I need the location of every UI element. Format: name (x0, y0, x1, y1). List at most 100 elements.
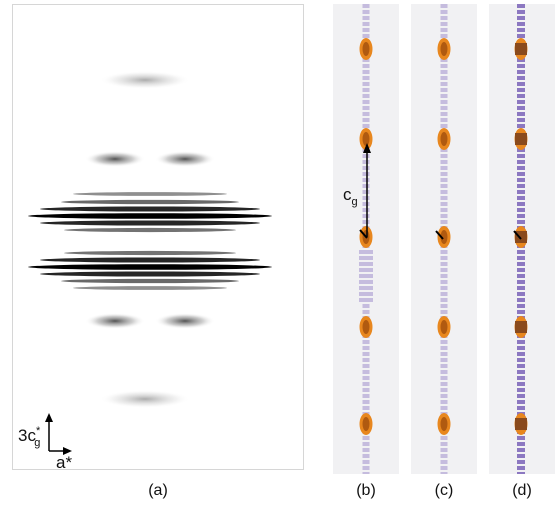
density-segment (517, 70, 525, 74)
spot-core (515, 231, 527, 243)
density-segment (362, 304, 370, 308)
density-segment (440, 100, 448, 104)
density-segment (362, 106, 370, 110)
density-segment (362, 358, 370, 362)
density-segment (517, 262, 525, 266)
density-segment (440, 64, 448, 68)
density-segment (440, 88, 448, 92)
density-segment (517, 16, 525, 20)
density-segment (440, 460, 448, 464)
density-segment (440, 448, 448, 452)
density-segment (517, 274, 525, 278)
density-segment (359, 286, 373, 290)
density-segment (362, 220, 370, 224)
density-segment (440, 124, 448, 128)
density-segment (440, 70, 448, 74)
density-segment (517, 28, 525, 32)
caption-a: (a) (148, 482, 168, 499)
density-segment (440, 304, 448, 308)
panel-c: (c) (411, 4, 477, 499)
density-segment (362, 382, 370, 386)
density-segment (440, 364, 448, 368)
density-segment (362, 100, 370, 104)
density-segment (362, 436, 370, 440)
density-segment (440, 256, 448, 260)
density-segment (517, 64, 525, 68)
density-segment (517, 166, 525, 170)
density-segment (362, 22, 370, 26)
fringe-line (28, 264, 272, 270)
spot-core (362, 42, 370, 56)
density-segment (362, 76, 370, 80)
density-segment (517, 298, 525, 302)
density-segment (359, 262, 373, 266)
density-segment (517, 364, 525, 368)
density-segment (362, 214, 370, 218)
pattern-spot (100, 71, 190, 89)
density-segment (517, 82, 525, 86)
density-segment (517, 10, 525, 14)
density-segment (517, 160, 525, 164)
density-segment (362, 16, 370, 20)
pattern-spot (155, 313, 215, 329)
density-segment (517, 472, 525, 474)
density-segment (517, 76, 525, 80)
panel-c-strip (411, 4, 477, 474)
density-segment (440, 94, 448, 98)
density-segment (517, 436, 525, 440)
density-segment (517, 190, 525, 194)
density-segment (517, 88, 525, 92)
fringe-line (40, 206, 260, 212)
density-segment (440, 394, 448, 398)
density-segment (362, 352, 370, 356)
density-segment (517, 22, 525, 26)
panel-d-strip (489, 4, 555, 474)
density-segment (440, 274, 448, 278)
density-segment (440, 166, 448, 170)
density-segment (440, 310, 448, 314)
density-segment (440, 208, 448, 212)
density-segment (440, 28, 448, 32)
fringe-line (40, 220, 260, 226)
density-segment (440, 466, 448, 470)
density-segment (517, 202, 525, 206)
density-segment (362, 88, 370, 92)
density-segment (517, 442, 525, 446)
density-segment (362, 208, 370, 212)
density-segment (517, 406, 525, 410)
density-segment (440, 76, 448, 80)
density-segment (517, 214, 525, 218)
density-segment (362, 400, 370, 404)
density-segment (362, 202, 370, 206)
density-segment (362, 454, 370, 458)
caption-d: (d) (512, 482, 532, 499)
fringe-line (64, 227, 236, 233)
panel-a: 3c* g a* (a) (12, 4, 304, 499)
density-segment (362, 4, 370, 8)
pattern-spot (100, 390, 190, 408)
density-segment (517, 220, 525, 224)
spot-core (440, 417, 448, 431)
fringe-line (64, 250, 236, 256)
density-segment (440, 172, 448, 176)
density-segment (517, 112, 525, 116)
density-segment (517, 346, 525, 350)
density-segment (517, 460, 525, 464)
caption-b: (b) (356, 482, 376, 499)
site-marker (513, 230, 522, 240)
density-segment (440, 22, 448, 26)
spot-core (515, 43, 527, 55)
spot-core (440, 42, 448, 56)
density-segment (517, 466, 525, 470)
spot-core (515, 133, 527, 145)
density-segment (517, 268, 525, 272)
density-segment (362, 178, 370, 182)
density-segment (362, 118, 370, 122)
density-segment (517, 100, 525, 104)
density-segment (362, 406, 370, 410)
density-segment (362, 28, 370, 32)
density-segment (362, 196, 370, 200)
density-segment (517, 358, 525, 362)
density-segment (440, 106, 448, 110)
density-segment (440, 112, 448, 116)
